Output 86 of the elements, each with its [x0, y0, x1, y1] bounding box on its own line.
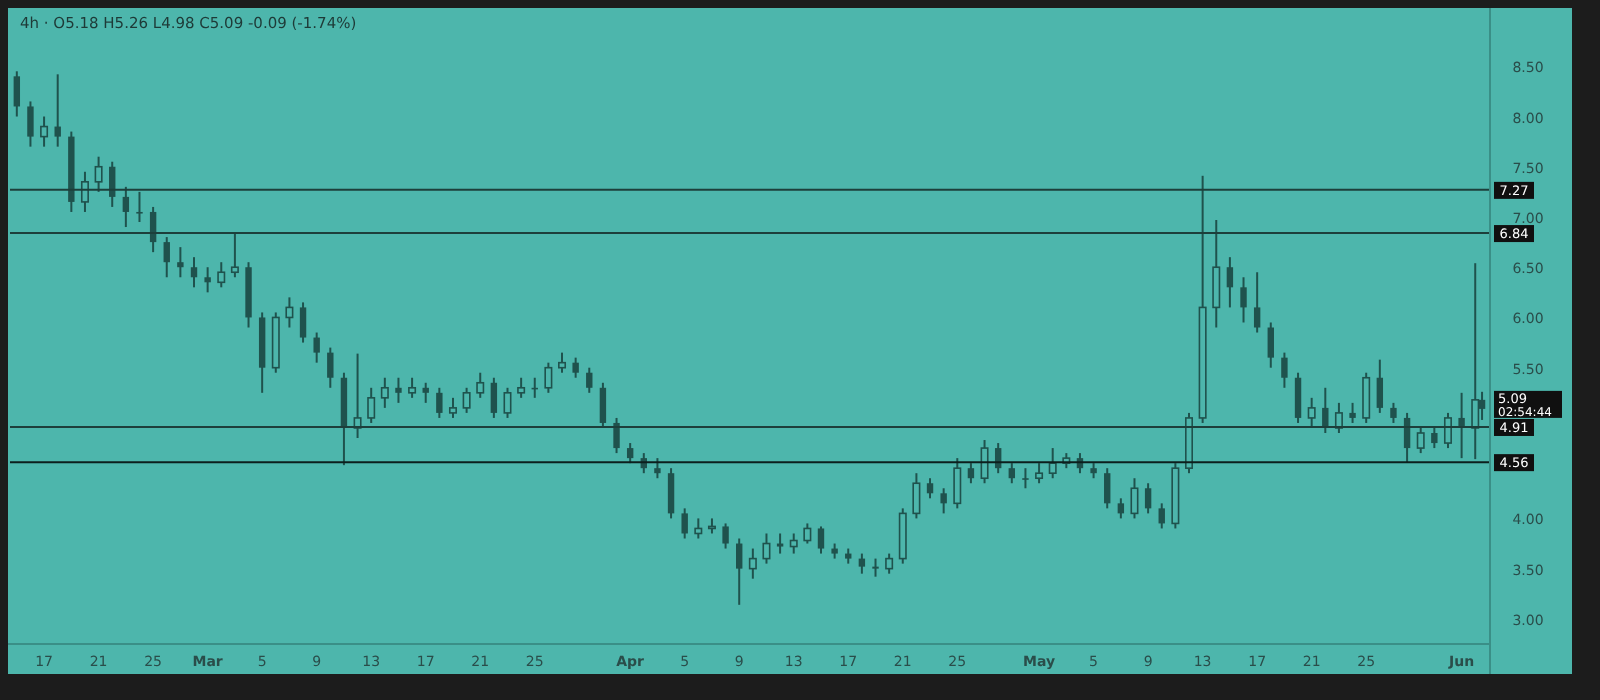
- candlestick: [204, 266, 211, 294]
- candlestick: [1390, 401, 1397, 424]
- candlestick: [313, 331, 320, 364]
- candlestick: [926, 477, 934, 500]
- candlestick: [776, 532, 784, 555]
- candlestick: [1048, 447, 1057, 480]
- candlestick: [748, 547, 757, 580]
- candlestick: [1334, 401, 1343, 434]
- candlestick: [1281, 351, 1288, 389]
- candlestick: [1130, 477, 1139, 520]
- candlestick: [980, 439, 989, 485]
- candlestick: [953, 457, 962, 510]
- candlestick: [1008, 462, 1016, 485]
- candlestick: [1376, 358, 1384, 414]
- candlestick: [789, 532, 798, 555]
- candlestick: [517, 376, 526, 399]
- candlestick: [1471, 262, 1480, 461]
- candlestick: [1294, 371, 1302, 424]
- candlestick: [1253, 271, 1261, 334]
- candlestick: [613, 416, 620, 455]
- candlestick: [217, 261, 226, 289]
- candlestick: [395, 376, 402, 404]
- candlestick: [503, 386, 512, 419]
- candlestick: [1307, 396, 1316, 429]
- candlestick: [1117, 497, 1125, 520]
- candlestick: [694, 517, 703, 540]
- candlestick: [599, 381, 607, 429]
- candlestick: [1104, 467, 1111, 510]
- candlestick: [490, 376, 498, 419]
- candlestick: [1212, 219, 1221, 329]
- candlestick: [912, 472, 921, 520]
- candlestick: [1035, 462, 1044, 485]
- candlestick: [1322, 386, 1329, 434]
- candlestick: [54, 73, 61, 148]
- candlestick: [1158, 502, 1165, 530]
- candlestick: [136, 190, 143, 224]
- candlestick: [408, 376, 417, 399]
- candlestick: [1267, 321, 1274, 369]
- candlestick: [40, 115, 49, 148]
- candlestick: [177, 246, 184, 279]
- candlestick: [558, 351, 567, 374]
- candlestick: [230, 232, 239, 279]
- candlestick: [476, 371, 485, 399]
- candlestick: [872, 557, 879, 578]
- candlestick: [422, 381, 429, 404]
- candlestick: [94, 155, 103, 193]
- candlestick: [572, 356, 579, 379]
- candlestick: [80, 170, 89, 213]
- candlestick: [462, 386, 471, 414]
- candlestick: [654, 457, 661, 480]
- candlestick: [1022, 467, 1029, 490]
- candlestick: [190, 256, 198, 289]
- candlestick: [299, 301, 307, 344]
- candlestick: [1349, 401, 1356, 424]
- candlestick: [667, 467, 675, 520]
- candlestick: [448, 396, 457, 419]
- candlestick: [898, 507, 907, 565]
- candlestick: [1416, 426, 1425, 455]
- candlestick: [817, 525, 825, 555]
- candlestick: [122, 185, 130, 229]
- candlestick: [327, 346, 334, 389]
- candlestick: [626, 442, 634, 465]
- candlestick: [681, 507, 688, 540]
- candlestick: [436, 386, 443, 419]
- candlestick: [367, 386, 376, 424]
- candlestick: [13, 70, 21, 118]
- candlestick: [940, 487, 947, 515]
- candlestick: [1443, 411, 1452, 450]
- candlestick: [1240, 276, 1247, 324]
- candlestick: [163, 236, 170, 279]
- candlestick: [858, 552, 866, 575]
- candlestick: [722, 522, 729, 550]
- candlestick: [27, 100, 34, 148]
- candlestick: [285, 296, 294, 329]
- candlestick: [1226, 256, 1234, 309]
- candlestick: [885, 552, 894, 575]
- candlestick: [1362, 371, 1371, 424]
- candlestick: [736, 537, 743, 606]
- candlestick: [1431, 426, 1438, 450]
- candlestick: [803, 522, 812, 545]
- candlestick: [967, 462, 975, 485]
- candlestick: [762, 532, 771, 565]
- candlestick: [586, 366, 593, 394]
- candlestick: [544, 361, 553, 394]
- candlestick: [1144, 482, 1152, 515]
- candlestick: [380, 376, 389, 409]
